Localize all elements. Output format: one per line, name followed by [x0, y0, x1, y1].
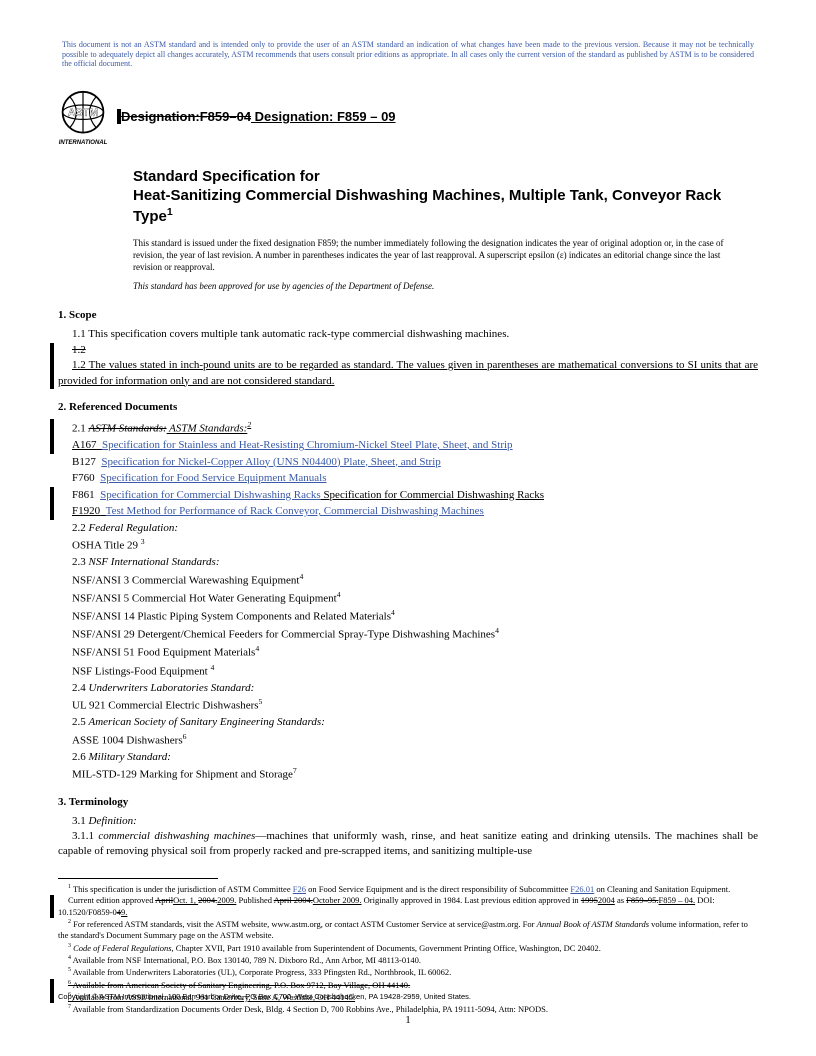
ref-2-1: 2.1 ASTM Standards: ASTM Standards:2	[58, 419, 758, 437]
footnote-6-old: 6 Available from American Society of San…	[58, 979, 758, 991]
ref-nsf14: NSF/ANSI 14 Plastic Piping System Compon…	[58, 607, 758, 625]
ref-osha: OSHA Title 29 3	[58, 536, 758, 554]
ref-2-3: 2.3 NSF International Standards:	[58, 554, 758, 571]
ref-f861: F861 Specification for Commercial Dishwa…	[58, 487, 758, 504]
footnote-2: 2 For referenced ASTM standards, visit t…	[58, 918, 758, 942]
section-2-head: 2. Referenced Documents	[58, 401, 758, 413]
ref-nsf5: NSF/ANSI 5 Commercial Hot Water Generati…	[58, 589, 758, 607]
ref-f1920: F1920 Test Method for Performance of Rac…	[58, 503, 758, 520]
link-f861-old[interactable]: Specification for Commercial Dishwashing…	[100, 489, 321, 501]
definition-3-1-1: 3.1.1 commercial dishwashing machines—ma…	[58, 829, 758, 860]
link-a167[interactable]: Specification for Stainless and Heat-Res…	[102, 439, 513, 451]
title-line2: Heat-Sanitizing Commercial Dishwashing M…	[133, 186, 758, 226]
section-3-head: 3. Terminology	[58, 796, 758, 808]
title-block: Standard Specification for Heat-Sanitizi…	[133, 167, 758, 227]
link-b127[interactable]: Specification for Nickel-Copper Alloy (U…	[101, 456, 440, 468]
footnote-4: 4 Available from NSF International, P.O.…	[58, 954, 758, 966]
ref-asse: ASSE 1004 Dishwashers6	[58, 731, 758, 749]
title-line1: Standard Specification for	[133, 167, 758, 187]
scope-1-1: 1.1 This specification covers multiple t…	[58, 327, 758, 342]
designation: Designation:F859–04 Designation: F859 – …	[117, 109, 396, 124]
link-f2601[interactable]: F26.01	[570, 884, 594, 894]
scope-1-2: 1.2 The values stated in inch-pound unit…	[58, 358, 758, 389]
scope-1-2-strike: 1.2	[58, 343, 758, 358]
link-f26[interactable]: F26	[293, 884, 306, 894]
footnote-3: 3 Code of Federal Regulations, Chapter X…	[58, 942, 758, 954]
ref-mil: MIL-STD-129 Marking for Shipment and Sto…	[58, 765, 758, 783]
ref-f760: F760 Specification for Food Service Equi…	[58, 470, 758, 487]
ref-2-6: 2.6 Military Standard:	[58, 749, 758, 766]
footnote-1: 1 This specification is under the jurisd…	[58, 883, 758, 895]
change-bar-2-1: 2.1 ASTM Standards: ASTM Standards:2 A16…	[50, 419, 758, 454]
footnote-5: 5 Available from Underwriters Laboratori…	[58, 966, 758, 978]
footnote-rule	[58, 878, 218, 879]
ref-ul921: UL 921 Commercial Electric Dishwashers5	[58, 696, 758, 714]
designation-new: Designation: F859 – 09	[251, 109, 396, 124]
issued-note: This standard is issued under the fixed …	[133, 238, 758, 273]
ref-nsf3: NSF/ANSI 3 Commercial Warewashing Equipm…	[58, 571, 758, 589]
ref-2-5: 2.5 American Society of Sanitary Enginee…	[58, 714, 758, 731]
disclaimer-text: This document is not an ASTM standard an…	[58, 40, 758, 69]
ref-2-4: 2.4 Underwriters Laboratories Standard:	[58, 680, 758, 697]
designation-old: Designation:F859–04	[121, 109, 251, 124]
dod-note: This standard has been approved for use …	[133, 281, 758, 291]
ref-2-2: 2.2 Federal Regulation:	[58, 520, 758, 537]
ref-nsf29: NSF/ANSI 29 Detergent/Chemical Feeders f…	[58, 625, 758, 643]
change-bar-f861: F861 Specification for Commercial Dishwa…	[50, 487, 758, 520]
astm-logo: ASTM INTERNATIONAL	[53, 87, 113, 147]
header-row: ASTM INTERNATIONAL Designation:F859–04 D…	[53, 87, 758, 147]
ref-nsf-listings: NSF Listings-Food Equipment 4	[58, 662, 758, 680]
page-number: 1	[405, 1014, 411, 1026]
footnote-1b: Current edition approved AprilOct. 1, 20…	[58, 895, 758, 918]
ref-a167: A167 Specification for Stainless and Hea…	[58, 437, 758, 454]
link-f1920[interactable]: Test Method for Performance of Rack Conv…	[106, 505, 484, 517]
definition-3-1: 3.1 Definition:	[58, 814, 758, 829]
ref-b127: B127 Specification for Nickel-Copper All…	[58, 454, 758, 471]
svg-text:INTERNATIONAL: INTERNATIONAL	[59, 140, 108, 146]
section-1-head: 1. Scope	[58, 309, 758, 321]
ref-nsf51: NSF/ANSI 51 Food Equipment Materials4	[58, 643, 758, 661]
link-f760[interactable]: Specification for Food Service Equipment…	[100, 472, 326, 484]
change-bar-fn1: Current edition approved AprilOct. 1, 20…	[50, 895, 758, 918]
change-bar-1-2: 1.2 1.2 The values stated in inch-pound …	[50, 343, 758, 389]
copyright: Copyright © ASTM International, 100 Barr…	[58, 992, 471, 1001]
svg-text:ASTM: ASTM	[68, 107, 99, 119]
